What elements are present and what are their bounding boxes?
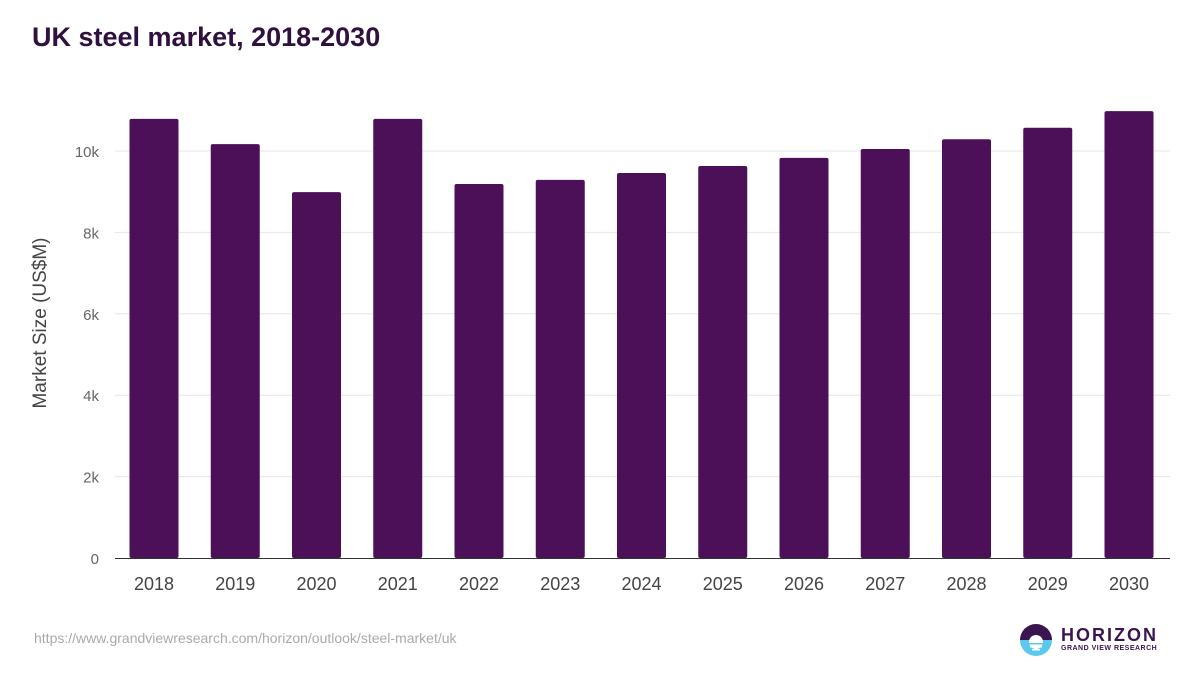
x-tick-label: 2023 bbox=[540, 574, 580, 594]
bar-2023 bbox=[535, 179, 585, 558]
x-tick-label: 2029 bbox=[1028, 574, 1068, 594]
bar-2026 bbox=[779, 157, 829, 558]
x-tick-label: 2030 bbox=[1109, 574, 1149, 594]
y-tick-label: 10k bbox=[75, 144, 100, 161]
x-tick-label: 2028 bbox=[946, 574, 986, 594]
x-tick-label: 2020 bbox=[296, 574, 336, 594]
bar-2029 bbox=[1023, 127, 1073, 559]
chart-title: UK steel market, 2018-2030 bbox=[32, 22, 381, 52]
x-tick-label: 2026 bbox=[784, 574, 824, 594]
x-tick-label: 2019 bbox=[215, 574, 255, 594]
bar-2018 bbox=[129, 118, 179, 559]
logo-subtitle: GRAND VIEW RESEARCH bbox=[1061, 645, 1158, 652]
x-tick-label: 2025 bbox=[703, 574, 743, 594]
bar-2019 bbox=[210, 144, 260, 558]
y-tick-label: 6k bbox=[83, 307, 99, 324]
y-tick-label: 4k bbox=[83, 388, 99, 405]
x-tick-label: 2022 bbox=[459, 574, 499, 594]
bar-2025 bbox=[698, 166, 748, 558]
bar-2027 bbox=[860, 148, 910, 558]
x-tick-label: 2018 bbox=[134, 574, 174, 594]
horizon-logo-icon bbox=[1020, 624, 1052, 656]
y-tick-label: 0 bbox=[91, 551, 99, 568]
logo-name: HORIZON bbox=[1061, 625, 1158, 645]
x-tick-label: 2021 bbox=[378, 574, 418, 594]
bar-2020 bbox=[292, 192, 341, 558]
bar-2028 bbox=[942, 139, 991, 558]
x-tick-label: 2027 bbox=[865, 574, 905, 594]
bar-2021 bbox=[373, 118, 423, 559]
source-link[interactable]: https://www.grandviewresearch.com/horizo… bbox=[34, 630, 457, 646]
bar-2030 bbox=[1104, 111, 1154, 558]
x-tick-label: 2024 bbox=[621, 574, 661, 594]
y-tick-label: 8k bbox=[83, 225, 99, 242]
y-tick-label: 2k bbox=[83, 470, 99, 487]
bar-2022 bbox=[454, 183, 504, 559]
horizon-logo: HORIZON GRAND VIEW RESEARCH bbox=[1019, 623, 1159, 657]
bar-2024 bbox=[617, 172, 666, 558]
